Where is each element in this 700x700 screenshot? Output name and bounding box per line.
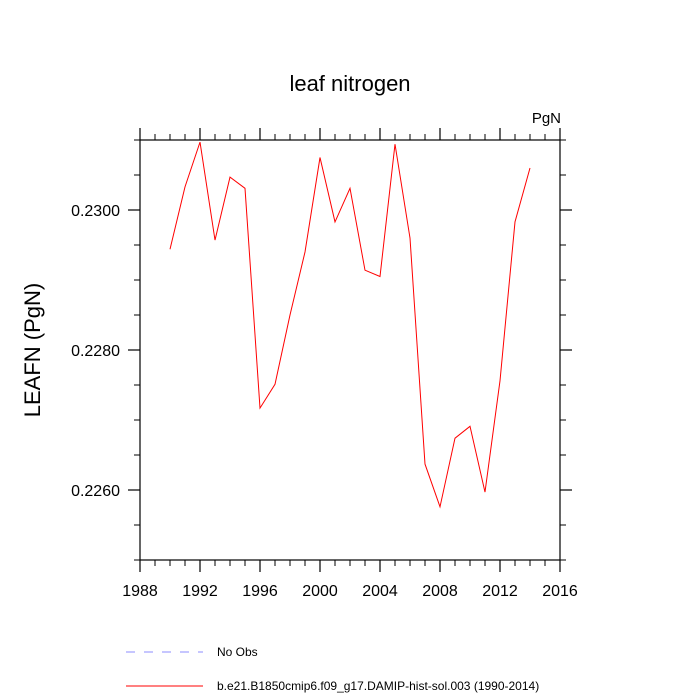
x-tick-label: 2000 (302, 583, 338, 600)
legend: No Obs b.e21.B1850cmip6.f09_g17.DAMIP-hi… (126, 645, 539, 693)
chart-title: leaf nitrogen (289, 71, 410, 96)
y-tick-label: 0.2280 (71, 343, 120, 360)
axis-tick-labels: 1988 1992 1996 2000 2004 2008 2012 2016 0.2260 0.… (71, 203, 578, 600)
legend-entry-series: b.e21.B1850cmip6.f09_g17.DAMIP-hist-sol.… (126, 679, 539, 693)
y-tick-label: 0.2300 (71, 203, 120, 220)
x-tick-label: 2004 (362, 583, 398, 600)
axis-ticks (128, 128, 572, 572)
legend-label-series: b.e21.B1850cmip6.f09_g17.DAMIP-hist-sol.… (217, 679, 539, 693)
x-tick-label: 2016 (542, 583, 578, 600)
plot-frame (139, 139, 561, 561)
x-tick-label: 2008 (422, 583, 458, 600)
legend-label-no-obs: No Obs (217, 645, 258, 659)
series-line (169, 141, 531, 509)
y-tick-label: 0.2260 (71, 483, 120, 500)
x-tick-label: 1996 (242, 583, 278, 600)
legend-entry-no-obs: No Obs (126, 645, 258, 659)
units-label: PgN (532, 110, 561, 127)
x-tick-label: 2012 (482, 583, 518, 600)
x-tick-label: 1992 (182, 583, 218, 600)
series-layer (169, 141, 531, 509)
y-axis-label: LEAFN (PgN) (20, 283, 45, 417)
x-tick-label: 1988 (122, 583, 158, 600)
